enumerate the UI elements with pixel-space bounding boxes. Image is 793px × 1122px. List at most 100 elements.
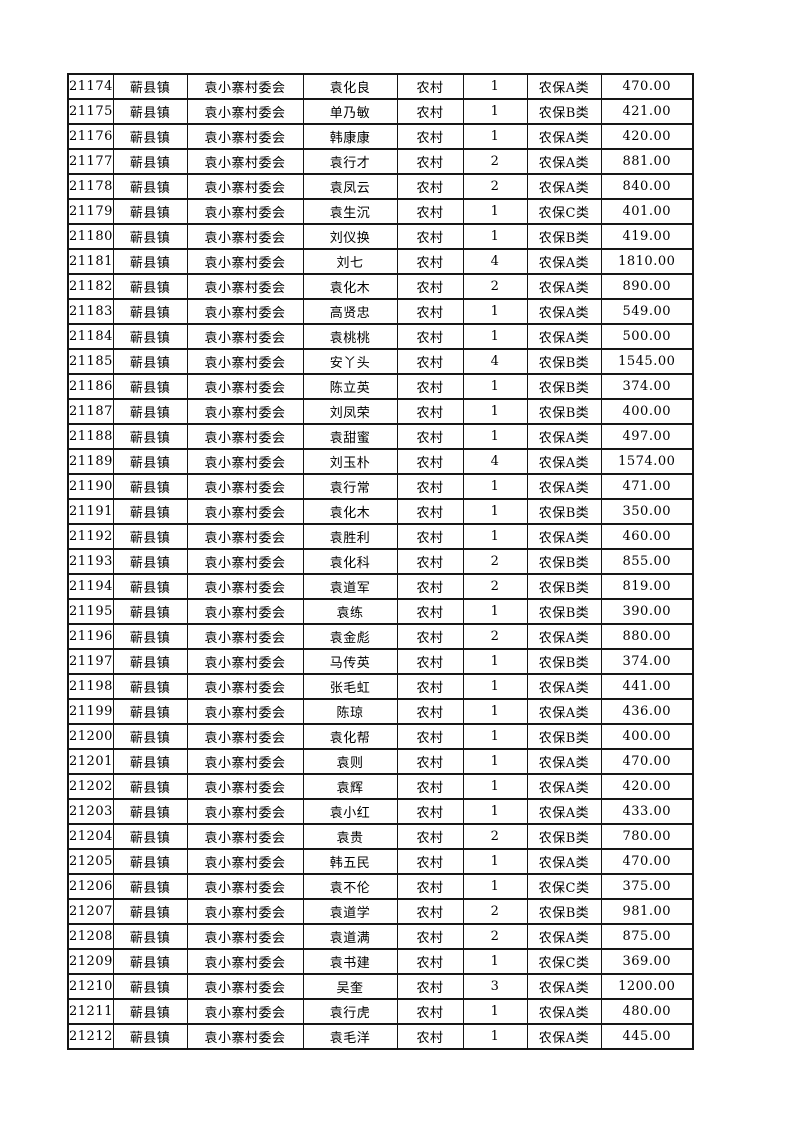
cell-person-name: 袁道学 (302, 898, 398, 925)
table-row: 21207 蕲县镇 袁小寨村委会 袁道学 农村 2 农保B类 981.00 (67, 898, 694, 925)
cell-town: 蕲县镇 (112, 398, 188, 425)
cell-village-committee: 袁小寨村委会 (186, 123, 304, 150)
cell-person-name: 韩康康 (302, 123, 398, 150)
table-row: 21186 蕲县镇 袁小寨村委会 陈立英 农村 1 农保B类 374.00 (67, 373, 694, 400)
cell-town: 蕲县镇 (112, 948, 188, 975)
table-row: 21210 蕲县镇 袁小寨村委会 吴奎 农村 3 农保A类 1200.00 (67, 973, 694, 1000)
cell-residence-type: 农村 (396, 873, 464, 900)
cell-village-committee: 袁小寨村委会 (186, 498, 304, 525)
cell-town: 蕲县镇 (112, 248, 188, 275)
cell-amount: 374.00 (600, 373, 694, 400)
cell-record-id: 21180 (67, 223, 114, 250)
cell-insurance-category: 农保B类 (526, 548, 602, 575)
cell-town: 蕲县镇 (112, 373, 188, 400)
cell-person-name: 刘玉朴 (302, 448, 398, 475)
cell-person-count: 1 (462, 373, 528, 400)
cell-amount: 881.00 (600, 148, 694, 175)
cell-residence-type: 农村 (396, 948, 464, 975)
cell-amount: 549.00 (600, 298, 694, 325)
cell-residence-type: 农村 (396, 423, 464, 450)
table-row: 21201 蕲县镇 袁小寨村委会 袁则 农村 1 农保A类 470.00 (67, 748, 694, 775)
cell-amount: 470.00 (600, 748, 694, 775)
cell-residence-type: 农村 (396, 473, 464, 500)
cell-insurance-category: 农保B类 (526, 573, 602, 600)
table-row: 21178 蕲县镇 袁小寨村委会 袁凤云 农村 2 农保A类 840.00 (67, 173, 694, 200)
cell-insurance-category: 农保A类 (526, 173, 602, 200)
cell-amount: 480.00 (600, 998, 694, 1025)
cell-record-id: 21189 (67, 448, 114, 475)
cell-person-name: 刘仪换 (302, 223, 398, 250)
cell-residence-type: 农村 (396, 673, 464, 700)
cell-town: 蕲县镇 (112, 348, 188, 375)
cell-residence-type: 农村 (396, 198, 464, 225)
table-row: 21205 蕲县镇 袁小寨村委会 韩五民 农村 1 农保A类 470.00 (67, 848, 694, 875)
cell-village-committee: 袁小寨村委会 (186, 323, 304, 350)
cell-insurance-category: 农保B类 (526, 373, 602, 400)
cell-insurance-category: 农保A类 (526, 673, 602, 700)
cell-person-name: 袁贵 (302, 823, 398, 850)
cell-person-name: 刘七 (302, 248, 398, 275)
cell-record-id: 21206 (67, 873, 114, 900)
cell-insurance-category: 农保B类 (526, 98, 602, 125)
cell-village-committee: 袁小寨村委会 (186, 223, 304, 250)
cell-record-id: 21185 (67, 348, 114, 375)
table-row: 21177 蕲县镇 袁小寨村委会 袁行才 农村 2 农保A类 881.00 (67, 148, 694, 175)
cell-village-committee: 袁小寨村委会 (186, 1023, 304, 1050)
table-row: 21199 蕲县镇 袁小寨村委会 陈琼 农村 1 农保A类 436.00 (67, 698, 694, 725)
cell-insurance-category: 农保A类 (526, 73, 602, 100)
cell-insurance-category: 农保B类 (526, 823, 602, 850)
cell-record-id: 21205 (67, 848, 114, 875)
cell-insurance-category: 农保A类 (526, 923, 602, 950)
cell-person-count: 1 (462, 398, 528, 425)
cell-person-name: 刘凤荣 (302, 398, 398, 425)
cell-town: 蕲县镇 (112, 573, 188, 600)
cell-amount: 855.00 (600, 548, 694, 575)
cell-amount: 390.00 (600, 598, 694, 625)
cell-person-name: 袁道军 (302, 573, 398, 600)
cell-amount: 433.00 (600, 798, 694, 825)
cell-amount: 1200.00 (600, 973, 694, 1000)
cell-record-id: 21212 (67, 1023, 114, 1050)
cell-record-id: 21179 (67, 198, 114, 225)
cell-person-count: 1 (462, 423, 528, 450)
cell-town: 蕲县镇 (112, 523, 188, 550)
cell-person-name: 袁胜利 (302, 523, 398, 550)
table-row: 21197 蕲县镇 袁小寨村委会 马传英 农村 1 农保B类 374.00 (67, 648, 694, 675)
table-row: 21191 蕲县镇 袁小寨村委会 袁化木 农村 1 农保B类 350.00 (67, 498, 694, 525)
cell-record-id: 21194 (67, 573, 114, 600)
cell-town: 蕲县镇 (112, 98, 188, 125)
cell-insurance-category: 农保A类 (526, 473, 602, 500)
cell-insurance-category: 农保A类 (526, 248, 602, 275)
cell-record-id: 21192 (67, 523, 114, 550)
cell-amount: 1545.00 (600, 348, 694, 375)
cell-village-committee: 袁小寨村委会 (186, 398, 304, 425)
cell-residence-type: 农村 (396, 273, 464, 300)
table-row: 21194 蕲县镇 袁小寨村委会 袁道军 农村 2 农保B类 819.00 (67, 573, 694, 600)
cell-person-count: 1 (462, 498, 528, 525)
cell-person-count: 1 (462, 798, 528, 825)
cell-amount: 471.00 (600, 473, 694, 500)
cell-insurance-category: 农保B类 (526, 348, 602, 375)
table-row: 21182 蕲县镇 袁小寨村委会 袁化木 农村 2 农保A类 890.00 (67, 273, 694, 300)
cell-record-id: 21191 (67, 498, 114, 525)
cell-town: 蕲县镇 (112, 123, 188, 150)
cell-village-committee: 袁小寨村委会 (186, 948, 304, 975)
cell-person-name: 袁甜蜜 (302, 423, 398, 450)
cell-residence-type: 农村 (396, 323, 464, 350)
cell-person-count: 1 (462, 298, 528, 325)
cell-amount: 420.00 (600, 773, 694, 800)
cell-town: 蕲县镇 (112, 448, 188, 475)
cell-person-count: 2 (462, 823, 528, 850)
cell-residence-type: 农村 (396, 848, 464, 875)
cell-person-count: 1 (462, 323, 528, 350)
cell-person-name: 袁化良 (302, 73, 398, 100)
cell-person-count: 4 (462, 348, 528, 375)
cell-residence-type: 农村 (396, 498, 464, 525)
cell-amount: 401.00 (600, 198, 694, 225)
cell-person-count: 1 (462, 598, 528, 625)
cell-record-id: 21196 (67, 623, 114, 650)
table-row: 21180 蕲县镇 袁小寨村委会 刘仪换 农村 1 农保B类 419.00 (67, 223, 694, 250)
cell-person-count: 1 (462, 98, 528, 125)
cell-person-name: 袁行常 (302, 473, 398, 500)
cell-record-id: 21184 (67, 323, 114, 350)
